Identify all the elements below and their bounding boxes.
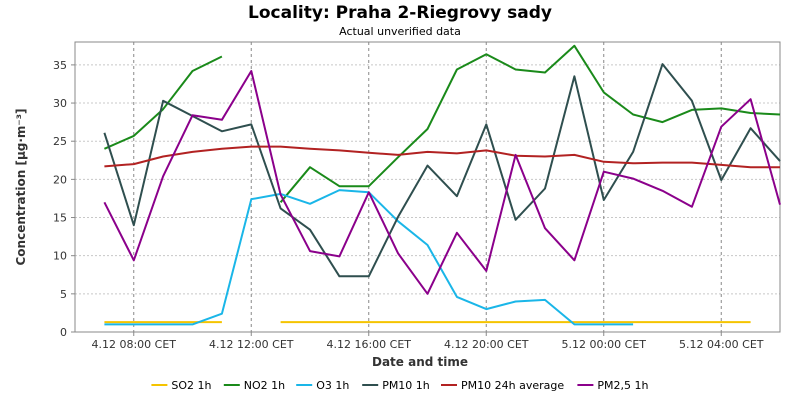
y-tick-label: 0: [60, 326, 67, 339]
legend-label: SO2 1h: [171, 379, 211, 392]
y-tick-label: 20: [53, 173, 67, 186]
y-tick-label: 5: [60, 288, 67, 301]
x-tick-label: 5.12 04:00 CET: [679, 338, 764, 351]
chart-title: Locality: Praha 2-Riegrovy sady: [248, 3, 552, 23]
chart-subtitle: Actual unverified data: [339, 25, 461, 38]
series-line: [104, 145, 780, 169]
series-layer: [103, 44, 781, 326]
y-axis-ticks: 0 5 10 15 20 25 30 35: [53, 59, 75, 339]
legend-label: O3 1h: [316, 379, 349, 392]
x-tick-label: 4.12 08:00 CET: [91, 338, 176, 351]
x-axis-label: Date and time: [372, 355, 468, 369]
legend-label: PM10 1h: [382, 379, 430, 392]
legend-item: PM10 1h: [362, 379, 430, 392]
x-tick-label: 4.12 12:00 CET: [209, 338, 294, 351]
series-3: [103, 63, 781, 278]
series-line: [103, 44, 781, 203]
series-5: [103, 70, 781, 295]
x-tick-label: 4.12 20:00 CET: [444, 338, 529, 351]
series-line: [103, 63, 781, 278]
y-tick-label: 25: [53, 135, 67, 148]
series-1: [103, 44, 781, 203]
legend-item: O3 1h: [296, 379, 349, 392]
legend-label: PM2,5 1h: [597, 379, 648, 392]
y-axis-label: Concentration [µg·m⁻³]: [14, 109, 28, 266]
y-tick-label: 15: [53, 212, 67, 225]
series-4: [104, 145, 780, 169]
legend: SO2 1h NO2 1h O3 1h PM10 1h PM10 24h average…: [151, 379, 649, 392]
legend-label: NO2 1h: [244, 379, 285, 392]
y-tick-label: 35: [53, 59, 67, 72]
legend-item: PM2,5 1h: [577, 379, 649, 392]
y-tick-label: 30: [53, 97, 67, 110]
x-tick-label: 5.12 00:00 CET: [561, 338, 646, 351]
legend-label: PM10 24h average: [461, 379, 564, 392]
y-tick-label: 10: [53, 250, 67, 263]
legend-item: SO2 1h: [151, 379, 212, 392]
x-axis-ticks: 4.12 08:00 CET 4.12 12:00 CET 4.12 16:00 C…: [91, 332, 764, 351]
legend-item: PM10 24h average: [441, 379, 564, 392]
series-line: [103, 70, 781, 295]
x-tick-label: 4.12 16:00 CET: [326, 338, 411, 351]
plot-area: [74, 41, 781, 333]
legend-item: NO2 1h: [223, 379, 285, 392]
